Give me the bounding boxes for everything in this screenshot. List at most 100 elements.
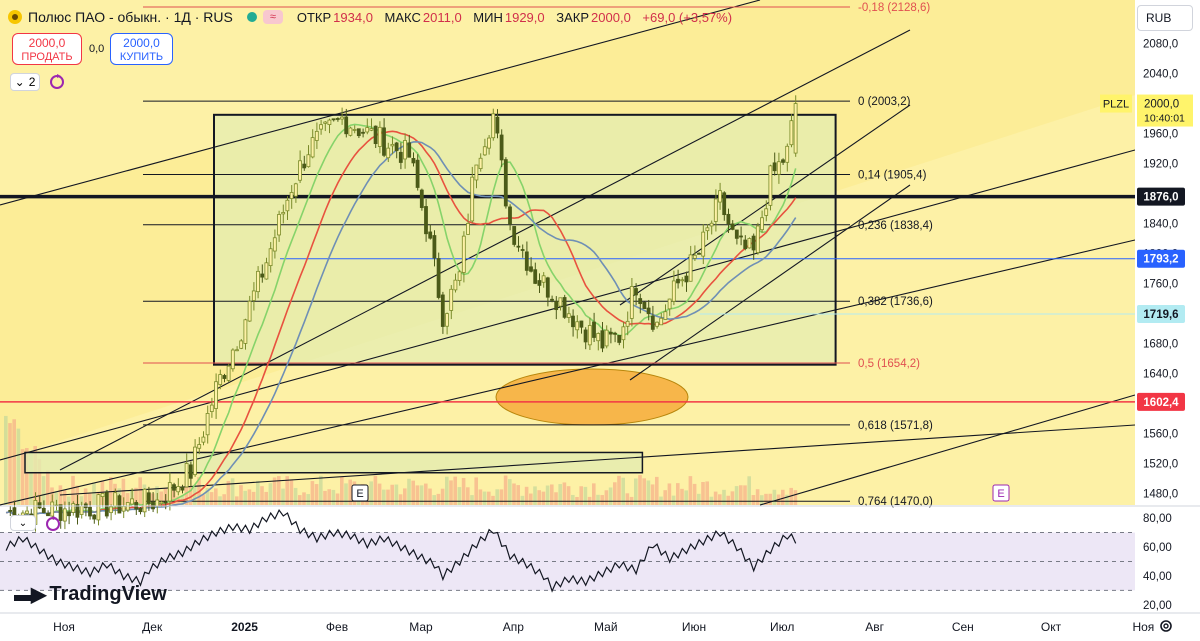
candle-body xyxy=(419,189,424,208)
volume-bar xyxy=(508,479,512,505)
candle-body xyxy=(751,235,756,251)
volume-bar xyxy=(772,489,777,505)
buy-button[interactable]: 2000,0 КУПИТЬ xyxy=(110,33,173,65)
candle-body xyxy=(100,493,105,497)
level-price-tag-text: 1602,4 xyxy=(1143,397,1179,409)
volume-bar xyxy=(109,477,113,505)
rsi-pane: 80,00 60,00 40,00 20,00 xyxy=(0,509,1172,612)
volume-bar xyxy=(751,495,756,505)
time-axis-label: Май xyxy=(594,620,618,634)
candle-body xyxy=(566,313,571,318)
volume-bar xyxy=(520,495,525,505)
volume-bar xyxy=(545,485,550,505)
time-axis-label: Ноя xyxy=(1132,620,1154,634)
candle-body xyxy=(495,116,500,134)
indicator-badge-icon[interactable]: ≈ xyxy=(262,10,283,24)
volume-bar xyxy=(516,485,520,505)
price-axis-tick: 1520,0 xyxy=(1143,459,1178,471)
candle-body xyxy=(755,225,760,253)
rsi-axis-tick: 60,00 xyxy=(1143,542,1172,554)
candle-body xyxy=(587,325,592,346)
earnings-marker-label: E xyxy=(997,488,1004,500)
spread-value: 0,0 xyxy=(89,43,105,55)
candle-body xyxy=(629,286,634,319)
candle-body xyxy=(558,297,563,307)
candle-body xyxy=(180,486,185,491)
candle-body xyxy=(407,142,412,158)
candle-body xyxy=(319,124,323,130)
gear-icon[interactable] xyxy=(1158,618,1174,634)
volume-bar xyxy=(608,487,613,505)
candle-body xyxy=(579,320,584,328)
volume-bar xyxy=(680,488,684,505)
volume-bar xyxy=(125,493,130,505)
candle-body xyxy=(734,229,739,239)
tradingview-mark-icon: ▬▶ xyxy=(14,584,46,606)
candle-body xyxy=(155,499,160,507)
candle-body xyxy=(356,128,361,137)
candle-body xyxy=(230,349,235,370)
candle-body xyxy=(50,501,55,517)
candle-body xyxy=(508,206,512,225)
trend-line xyxy=(759,394,1136,506)
time-axis: Ноя Дек 2025 Фев Мар Апр Май Июн Июл Авг Сен Окт Ноя xyxy=(0,612,1200,634)
candle-body xyxy=(159,501,164,505)
candle-body xyxy=(503,159,508,207)
candle-body xyxy=(293,183,298,197)
candle-body xyxy=(92,514,97,520)
price-axis-tick: 1840,0 xyxy=(1143,219,1178,231)
volume-bar xyxy=(289,479,294,505)
volume-bar xyxy=(222,494,226,505)
volume-bar xyxy=(461,477,466,505)
candle-body xyxy=(247,300,252,322)
indicators-toggle[interactable]: ⌄ 2 xyxy=(10,73,40,91)
candle-body xyxy=(701,231,706,257)
candle-body xyxy=(697,252,701,255)
volume-bar xyxy=(701,482,705,505)
volume-bar xyxy=(524,486,529,505)
candle-body xyxy=(142,488,147,513)
candle-body xyxy=(482,146,487,156)
candle-body xyxy=(130,498,134,505)
candle-body xyxy=(369,128,374,131)
volume-bar xyxy=(747,476,751,505)
volume-bar xyxy=(419,485,424,505)
candle-body xyxy=(667,298,672,310)
candle-body xyxy=(575,321,580,331)
candle-body xyxy=(138,507,143,513)
volume-bar xyxy=(188,486,193,505)
candle-body xyxy=(373,125,378,145)
volume-bar xyxy=(344,483,348,505)
volume-bar xyxy=(667,483,672,505)
candle-body xyxy=(386,147,391,159)
rsi-refresh-icon[interactable] xyxy=(44,515,62,533)
volume-bar xyxy=(566,486,571,505)
time-axis-label: Окт xyxy=(1041,620,1062,634)
volume-bar xyxy=(239,485,243,505)
volume-bar xyxy=(54,492,58,505)
rsi-collapse-toggle[interactable]: ⌄ xyxy=(10,515,36,531)
level-price-tag xyxy=(1137,187,1185,206)
change-value: +69,0 (+3,57%) xyxy=(642,9,733,25)
volume-bar xyxy=(730,491,735,505)
candle-body xyxy=(37,502,42,509)
volume-bar xyxy=(541,491,546,505)
fib-label: 0,764 (1470,0) xyxy=(858,496,933,508)
volume-bar xyxy=(264,491,268,505)
candle-body xyxy=(650,315,655,330)
volume-bar xyxy=(348,479,352,505)
candle-body xyxy=(197,444,202,449)
volume-bar xyxy=(718,494,722,505)
price-axis-tick: 1680,0 xyxy=(1143,339,1178,351)
refresh-icon[interactable] xyxy=(48,73,66,91)
sell-button[interactable]: 2000,0 ПРОДАТЬ xyxy=(12,33,82,65)
candle-body xyxy=(352,129,357,131)
currency-selector[interactable]: RUB xyxy=(1137,5,1193,31)
candle-body xyxy=(109,506,113,514)
symbol-title[interactable]: Полюс ПАО - обыкн. · 1Д · RUS xyxy=(28,9,233,25)
candle-body xyxy=(365,127,370,133)
volume-bar xyxy=(617,475,621,505)
candle-body xyxy=(474,164,479,181)
market-open-icon xyxy=(246,12,257,22)
